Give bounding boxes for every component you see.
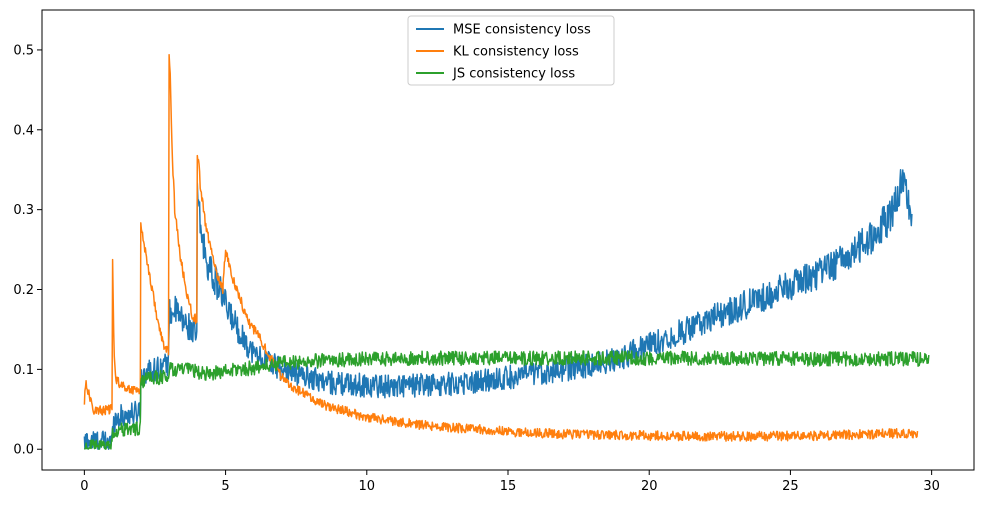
x-tick-label: 10: [359, 479, 376, 494]
x-tick-label: 0: [80, 479, 88, 494]
series-layer: [83, 53, 930, 450]
series-line-1: [83, 168, 913, 450]
y-tick-label: 0.5: [13, 43, 34, 58]
y-tick-label: 0.1: [13, 363, 34, 378]
y-axis: 0.0 0.1 0.2 0.3 0.4 0.5: [13, 43, 42, 458]
y-tick-label: 0.2: [13, 283, 34, 298]
legend-label-3: JS consistency loss: [452, 67, 575, 82]
series-line-2: [83, 53, 919, 442]
x-tick-label: 5: [221, 479, 229, 494]
series-line-3: [83, 350, 930, 450]
x-tick-label: 20: [641, 479, 658, 494]
x-axis: 0 5 10 15 20 25 30: [80, 470, 940, 494]
y-tick-label: 0.0: [13, 443, 34, 458]
legend: MSE consistency loss KL consistency loss J…: [407, 15, 615, 86]
x-tick-label: 15: [500, 479, 517, 494]
y-tick-label: 0.4: [13, 123, 34, 138]
y-tick-label: 0.3: [13, 203, 34, 218]
x-tick-label: 25: [782, 479, 799, 494]
legend-label-1: MSE consistency loss: [453, 23, 591, 38]
legend-box: [407, 15, 615, 86]
legend-label-2: KL consistency loss: [453, 45, 579, 60]
x-tick-label: 30: [923, 479, 940, 494]
